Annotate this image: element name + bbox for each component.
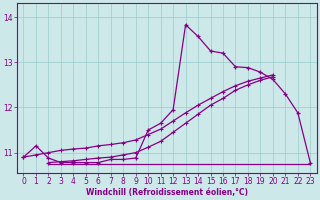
X-axis label: Windchill (Refroidissement éolien,°C): Windchill (Refroidissement éolien,°C) (86, 188, 248, 197)
